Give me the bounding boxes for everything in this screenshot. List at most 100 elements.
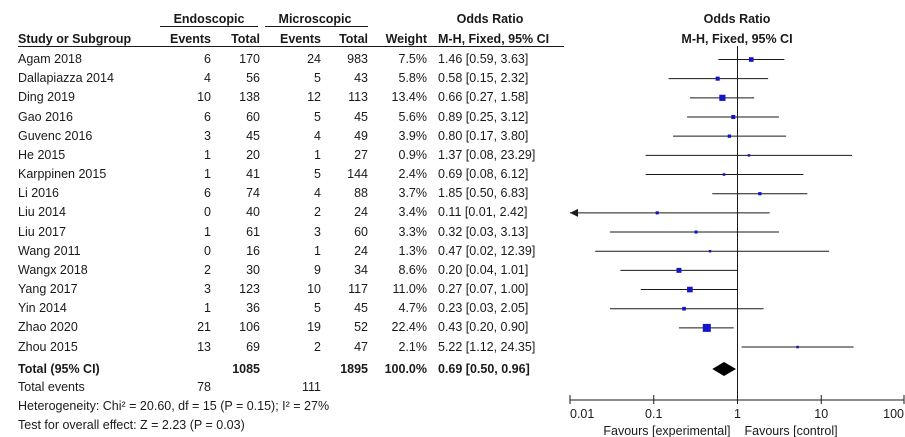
header-underline xyxy=(18,46,564,47)
total2-cell: 24 xyxy=(354,243,368,258)
events2-cell: 2 xyxy=(314,339,321,354)
group1-header: Endoscopic xyxy=(173,12,245,26)
events1-cell: 0 xyxy=(204,243,211,258)
total1-cell: 16 xyxy=(246,243,260,258)
events1-cell: 4 xyxy=(204,71,211,86)
x-tick-label: 100 xyxy=(883,407,904,421)
total1-cell: 56 xyxy=(246,71,260,86)
ci-cell: 0.23 [0.03, 2.05] xyxy=(438,301,529,316)
ci-cell: 1.46 [0.59, 3.63] xyxy=(438,52,529,66)
pooled-diamond xyxy=(712,362,737,376)
total1-cell: 74 xyxy=(246,186,260,201)
ci-cell: 1.37 [0.08, 23.29] xyxy=(438,147,536,162)
events2-cell: 10 xyxy=(307,282,321,297)
events2-cell: 3 xyxy=(314,224,321,239)
study-name: Dallapiazza 2014 xyxy=(18,71,114,86)
total2-cell: 43 xyxy=(354,71,368,86)
ci-cell: 1.85 [0.50, 6.83] xyxy=(438,186,529,201)
events1-cell: 2 xyxy=(204,262,211,277)
total2-value: 1895 xyxy=(340,362,368,376)
total2-cell: 113 xyxy=(348,90,368,105)
study-name: Zhao 2020 xyxy=(18,320,78,335)
weight-cell: 3.7% xyxy=(398,186,428,201)
or-method-header: M-H, Fixed, 95% CI xyxy=(438,32,550,46)
total2-cell: 60 xyxy=(354,224,368,239)
total2-cell: 45 xyxy=(354,109,368,124)
ci-cell: 0.66 [0.27, 1.58] xyxy=(438,90,529,105)
total2-cell: 983 xyxy=(347,52,368,66)
study-name: Yin 2014 xyxy=(18,301,67,316)
weight-cell: 13.4% xyxy=(391,90,427,105)
ci-cell: 5.22 [1.12, 24.35] xyxy=(438,339,536,354)
study-point xyxy=(655,211,659,215)
favours-experimental-label: Favours [experimental] xyxy=(603,424,730,437)
plot-title: Odds Ratio xyxy=(703,12,771,26)
events1-cell: 1 xyxy=(204,147,211,162)
study-point xyxy=(722,173,726,176)
weight-cell: 5.6% xyxy=(398,109,428,124)
pooled-ci: 0.69 [0.50, 0.96] xyxy=(438,362,530,376)
favours-control-label: Favours [control] xyxy=(745,424,838,437)
events2-cell: 5 xyxy=(314,109,321,124)
study-point xyxy=(708,249,712,253)
odds-ratio-header: Odds Ratio xyxy=(456,12,524,26)
total-events2: 111 xyxy=(301,380,321,394)
study-point xyxy=(676,267,682,273)
events1-cell: 13 xyxy=(197,339,211,354)
study-name: Liu 2017 xyxy=(18,224,66,239)
ci-cell: 0.11 [0.01, 2.42] xyxy=(438,205,528,220)
events2-cell: 24 xyxy=(307,52,321,66)
study-name: Wang 2011 xyxy=(18,243,81,258)
events1-cell: 1 xyxy=(204,167,211,182)
study-name: Zhou 2015 xyxy=(18,339,78,354)
total-weight: 100.0% xyxy=(384,362,427,376)
weight-cell: 4.7% xyxy=(398,301,428,316)
weight-cell: 3.9% xyxy=(398,128,428,143)
ci-cell: 0.20 [0.04, 1.01] xyxy=(438,262,529,277)
weight-cell: 0.9% xyxy=(398,147,428,162)
total2-header: Total xyxy=(339,32,368,46)
events1-cell: 3 xyxy=(204,282,211,297)
total1-cell: 30 xyxy=(246,262,260,277)
weight-cell: 3.3% xyxy=(398,224,428,239)
total2-cell: 47 xyxy=(354,339,368,354)
x-tick-label: 1 xyxy=(734,407,741,421)
study-point xyxy=(719,94,726,101)
heterogeneity-text: Heterogeneity: Chi² = 20.60, df = 15 (P … xyxy=(18,399,330,413)
study-name: Li 2016 xyxy=(18,186,60,201)
weight-cell: 5.8% xyxy=(398,71,428,86)
events2-cell: 5 xyxy=(314,71,321,86)
study-point xyxy=(687,286,693,293)
total1-cell: 40 xyxy=(246,205,260,220)
events1-cell: 3 xyxy=(204,128,211,143)
study-point xyxy=(748,57,754,62)
events2-cell: 19 xyxy=(307,320,321,335)
events2-cell: 1 xyxy=(314,147,321,162)
total2-cell: 27 xyxy=(354,147,368,162)
total1-cell: 138 xyxy=(239,90,260,105)
events2-cell: 5 xyxy=(314,301,321,316)
x-tick-label: 0.1 xyxy=(645,407,662,421)
ci-cell: 0.47 [0.02, 12.39] xyxy=(438,243,536,258)
overall-effect-text: Test for overall effect: Z = 2.23 (P = 0… xyxy=(18,418,245,432)
ci-cell: 0.80 [0.17, 3.80] xyxy=(438,128,529,143)
study-point xyxy=(727,134,732,138)
study-name: Liu 2014 xyxy=(18,205,66,220)
plot-method-header: M-H, Fixed, 95% CI xyxy=(681,32,793,46)
events1-cell: 21 xyxy=(197,320,211,335)
total1-header: Total xyxy=(231,32,260,46)
study-point xyxy=(715,76,720,81)
ci-cell: 0.58 [0.15, 2.32] xyxy=(438,71,529,86)
total1-cell: 20 xyxy=(246,147,260,162)
total1-cell: 61 xyxy=(246,224,260,239)
group2-underline xyxy=(265,26,368,27)
total1-cell: 41 xyxy=(246,167,260,182)
events2-cell: 2 xyxy=(314,205,321,220)
total-events1: 78 xyxy=(197,380,211,394)
study-point xyxy=(694,230,698,234)
study-name: Gao 2016 xyxy=(18,109,73,124)
total1-cell: 69 xyxy=(246,339,260,354)
x-tick-label: 0.01 xyxy=(570,407,594,421)
total2-cell: 24 xyxy=(354,205,368,220)
